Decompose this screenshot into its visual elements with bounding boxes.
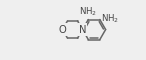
- Text: O: O: [59, 25, 66, 35]
- Text: NH$_2$: NH$_2$: [101, 13, 119, 25]
- Text: N: N: [79, 25, 86, 35]
- Text: NH$_2$: NH$_2$: [79, 6, 97, 18]
